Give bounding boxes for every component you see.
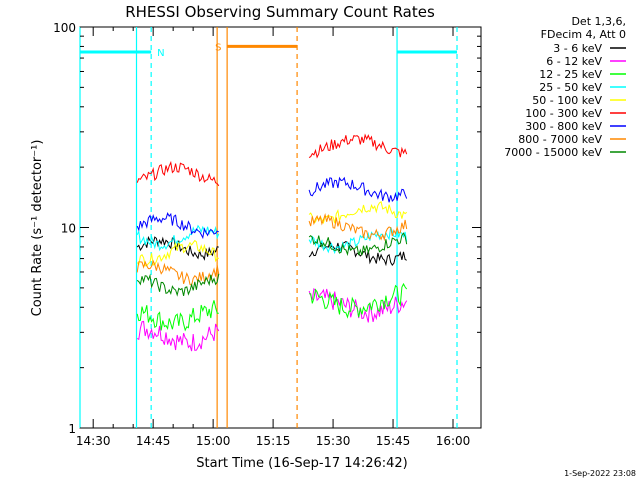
legend-entry: 25 - 50 keV [539,81,602,94]
series-line [308,232,408,257]
axes-layer: 1 10 100 14:30 14:45 15:00 15:15 15:30 15:45 16:0… [53,21,481,448]
series-line [308,133,408,159]
series-line [136,160,220,187]
y-tick-label: 10 [61,222,76,236]
flag-label: N [157,48,164,59]
y-tick-label: 1 [68,422,76,436]
x-tick-label: 15:45 [376,434,411,448]
vlines-layer [79,27,458,428]
series-line [136,212,220,240]
series-line [308,213,408,242]
series-layer [136,133,408,352]
x-tick-label: 15:00 [196,434,231,448]
legend-entry: 7000 - 15000 keV [504,146,602,159]
legend-entry: 12 - 25 keV [539,68,602,81]
legend-entry: 300 - 800 keV [525,120,602,133]
series-line [136,300,219,332]
y-axis-label: Count Rate (s⁻¹ detector⁻¹) [30,140,45,317]
flags-layer: NS [80,42,458,59]
x-tick-label: 14:45 [136,434,171,448]
x-tick-label: 15:30 [316,434,351,448]
chart-title: RHESSI Observing Summary Count Rates [125,3,435,21]
series-line [136,320,220,352]
x-axis-label: Start Time (16-Sep-17 14:26:42) [196,456,407,471]
legend-entry: 6 - 12 keV [546,55,602,68]
legend-entry: 3 - 6 keV [553,42,602,55]
y-tick-label: 100 [53,21,76,35]
plot-frame [79,26,482,429]
legend-header: Det 1,3,6, [571,15,626,28]
series-line [308,287,408,323]
series-line [136,259,220,287]
x-tick-label: 14:30 [76,434,111,448]
x-tick-label: 16:00 [436,434,471,448]
flag-label: S [215,42,221,53]
x-tick-label: 15:15 [256,434,291,448]
legend-entry: 100 - 300 keV [525,107,602,120]
timestamp: 1-Sep-2022 23:08 [564,469,636,478]
legend-entry: 800 - 7000 keV [518,133,602,146]
series-line [136,273,220,297]
legend-header: FDecim 4, Att 0 [541,28,626,41]
series-line [309,282,408,319]
series-line [136,239,220,267]
legend-entry: 50 - 100 keV [532,94,602,107]
series-line [308,176,408,203]
